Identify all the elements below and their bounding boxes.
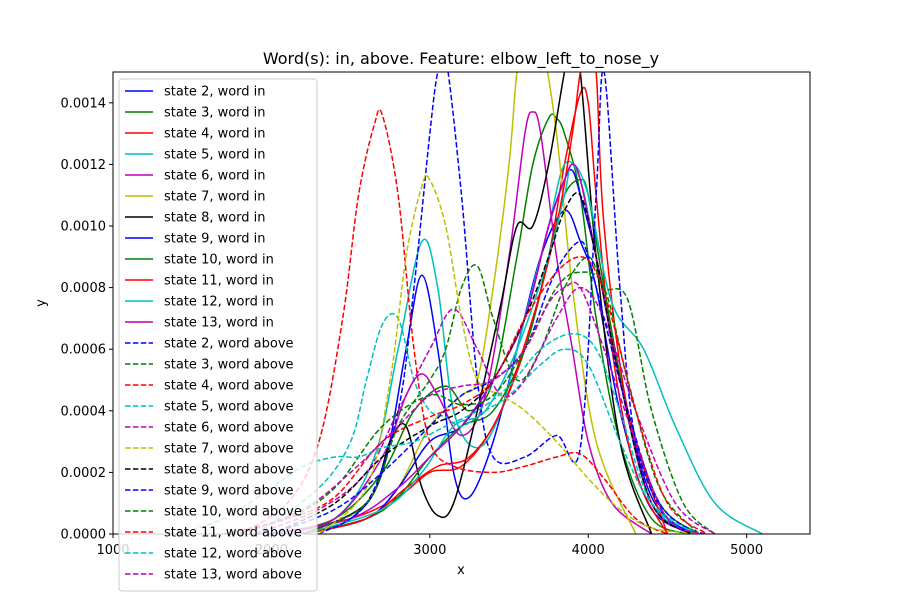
x-tick-label: 4000 [572, 543, 605, 558]
y-tick-label: 0.0014 [61, 96, 107, 111]
series-line-1 [302, 209, 700, 534]
legend-entry: state 2, word above [164, 337, 294, 352]
series-line-4 [271, 160, 700, 534]
series-layer [176, 72, 763, 534]
y-axis: 0.0000 0.0002 0.0004 0.0006 0.0008 0.0010 0.00… [61, 96, 113, 543]
series-line-14 [302, 256, 716, 534]
legend: state 2, word in state 3, word in state 4,… [118, 78, 318, 592]
y-tick-label: 0.0008 [61, 281, 107, 296]
y-tick-label: 0.0010 [61, 220, 107, 235]
series-line-10 [302, 72, 669, 534]
x-tick-label: 3000 [413, 543, 446, 558]
legend-entry: state 9, word above [164, 484, 294, 499]
legend-entry: state 7, word above [164, 442, 294, 457]
x-axis-label: x [457, 563, 465, 578]
legend-entry: state 12, word above [164, 547, 302, 562]
series-line-22 [223, 256, 708, 534]
series-line-3 [271, 86, 669, 534]
legend-entry: state 5, word in [164, 148, 266, 163]
legend-entry: state 13, word above [164, 568, 302, 583]
legend-entry: state 3, word above [164, 358, 294, 373]
legend-entry: state 8, word above [164, 463, 294, 478]
y-tick-label: 0.0000 [61, 528, 107, 543]
legend-entry: state 6, word in [164, 169, 266, 184]
plot-frame [112, 71, 811, 535]
y-axis-label: y [34, 299, 49, 307]
y-tick-label: 0.0004 [61, 404, 107, 419]
series-line-15 [239, 108, 668, 534]
legend-entry: state 5, word above [164, 400, 294, 415]
series-line-24 [239, 281, 708, 534]
legend-entry: state 12, word in [164, 295, 274, 310]
legend-entry: state 7, word in [164, 190, 266, 205]
legend-box [118, 78, 318, 592]
legend-entry: state 2, word in [164, 85, 266, 100]
series-line-20 [271, 240, 700, 534]
series-line-12 [271, 163, 692, 534]
series-line-5 [271, 111, 653, 534]
legend-entry: state 9, word in [164, 232, 266, 247]
series-line-16 [255, 312, 700, 534]
series-line-2 [271, 113, 692, 534]
legend-entry: state 4, word above [164, 379, 294, 394]
y-tick-label: 0.0006 [61, 343, 107, 358]
series-line-18 [318, 174, 700, 534]
legend-entry: state 3, word in [164, 106, 266, 121]
legend-entry: state 11, word in [164, 274, 274, 289]
legend-entry: state 10, word in [164, 253, 274, 268]
x-tick-label: 5000 [730, 543, 763, 558]
series-line-13 [318, 72, 700, 534]
series-line-6 [302, 72, 637, 534]
legend-entry: state 4, word in [164, 127, 266, 142]
legend-entry: state 6, word above [164, 421, 294, 436]
legend-entry: state 13, word in [164, 316, 274, 331]
legend-entry: state 10, word above [164, 505, 302, 520]
legend-entry: state 8, word in [164, 211, 266, 226]
series-line-11 [302, 163, 763, 534]
legend-entry: state 11, word above [164, 526, 302, 541]
y-tick-label: 0.0012 [61, 158, 107, 173]
chart-title: Word(s): in, above. Feature: elbow_left_… [263, 49, 659, 69]
y-tick-label: 0.0002 [61, 466, 107, 481]
